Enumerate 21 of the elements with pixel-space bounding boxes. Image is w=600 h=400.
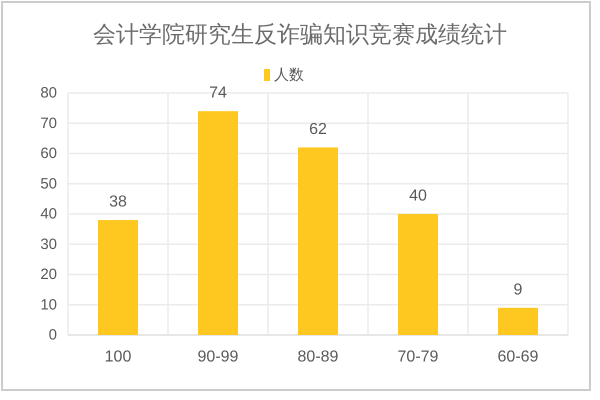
data-label: 38 — [109, 194, 127, 211]
xtick: 60-69 — [498, 348, 538, 366]
ytick: 80 — [40, 84, 57, 102]
data-label: 9 — [514, 281, 522, 298]
ytick: 20 — [40, 266, 57, 283]
xtick: 70-79 — [398, 348, 438, 366]
data-label: 74 — [209, 84, 227, 102]
ytick: 40 — [40, 206, 57, 222]
ytick: 60 — [40, 145, 57, 162]
xtick: 80-89 — [298, 348, 338, 366]
ytick: 0 — [48, 326, 57, 344]
data-label: 62 — [309, 120, 327, 138]
ytick: 50 — [40, 175, 57, 192]
title: 会计学院研究生反诈骗知识竞赛成绩统计 — [93, 21, 507, 47]
ytick: 70 — [40, 114, 57, 132]
xtick: 100 — [104, 348, 132, 366]
data-label: 40 — [409, 188, 427, 204]
ytick: 10 — [40, 296, 57, 314]
legend-label: 人数 — [274, 66, 304, 84]
ytick: 30 — [40, 236, 57, 253]
xtick: 90-99 — [198, 348, 238, 366]
